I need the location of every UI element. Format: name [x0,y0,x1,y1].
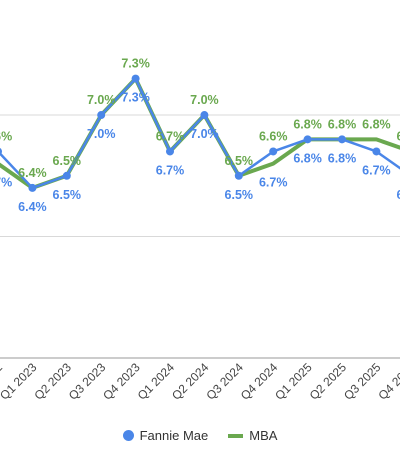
data-label-mba: 6.6% [0,129,12,143]
data-label-mba: 6.8% [328,117,357,131]
data-label-mba: 7.3% [121,57,150,71]
data-label-fannie-mae: 6.5% [53,188,82,202]
data-point-fannie-mae [166,147,174,156]
data-point-fannie-mae [269,147,278,156]
data-label-fannie-mae: 6.7% [0,176,12,190]
data-label-mba: 6.7% [156,129,185,143]
data-point-fannie-mae [338,135,346,144]
data-label-mba: 7.0% [190,93,219,107]
data-point-fannie-mae [372,147,381,156]
legend-label-fannie-mae: Fannie Mae [139,428,209,443]
data-label-fannie-mae: 6.8% [293,151,322,165]
legend-label-mba: MBA [249,428,278,443]
x-tick-label: Q1 2024 [135,360,178,403]
x-tick-label: Q4 2024 [238,360,281,403]
data-point-fannie-mae [234,171,243,180]
data-label-fannie-mae: 6.5% [397,188,400,202]
data-point-fannie-mae [97,111,106,120]
data-point-fannie-mae [0,148,2,155]
data-label-fannie-mae: 6.7% [362,163,391,177]
data-label-fannie-mae: 6.5% [225,188,254,202]
x-tick-label: Q2 2024 [169,360,212,403]
data-label-mba: 6.4% [18,166,47,180]
data-labels: 6.6% 6.7% 6.4% 6.4% 6.5% 6.5% 7.0% 7.0% 7.3% 7.3%… [0,57,400,214]
data-point-fannie-mae [28,183,37,192]
data-label-fannie-mae: 6.7% [156,163,185,177]
data-label-mba: 6.7% [397,129,400,143]
x-tick-label: Q3 2024 [203,360,246,403]
data-point-fannie-mae [62,171,71,180]
series-points [0,74,381,192]
data-label-mba: 6.8% [362,117,391,131]
data-label-fannie-mae: 7.0% [87,127,116,141]
x-tick-label: Q1 2025 [272,360,315,403]
legend-item-fannie-mae[interactable]: Fannie Mae [122,428,209,443]
legend-item-mba[interactable]: MBA [228,428,277,443]
data-point-fannie-mae [200,111,209,120]
data-point-fannie-mae [131,74,140,83]
data-label-mba: 6.5% [53,154,82,168]
data-label-mba: 6.5% [225,154,254,168]
legend-marker-mba [228,433,244,438]
legend-marker-fannie-mae [122,430,134,441]
data-label-fannie-mae: 7.0% [190,127,219,141]
x-tick-label: Q3 2025 [341,360,384,403]
x-tick-label: Q4 2023 [100,360,143,403]
data-label-mba: 6.8% [293,117,322,131]
data-label-fannie-mae: 7.3% [121,91,150,105]
data-label-fannie-mae: 6.8% [328,151,357,165]
data-label-mba: 7.0% [87,93,116,107]
data-label-mba: 6.6% [259,129,288,143]
x-tick-label: Q3 2023 [66,360,109,403]
x-tick-label: Q2 2023 [31,360,74,403]
data-label-fannie-mae: 6.7% [259,176,288,190]
data-point-fannie-mae [303,135,312,144]
legend: Fannie Mae MBA [0,428,400,443]
gridlines [0,114,400,359]
data-label-fannie-mae: 6.4% [18,200,47,214]
x-tick-label: Q2 2025 [307,360,350,403]
